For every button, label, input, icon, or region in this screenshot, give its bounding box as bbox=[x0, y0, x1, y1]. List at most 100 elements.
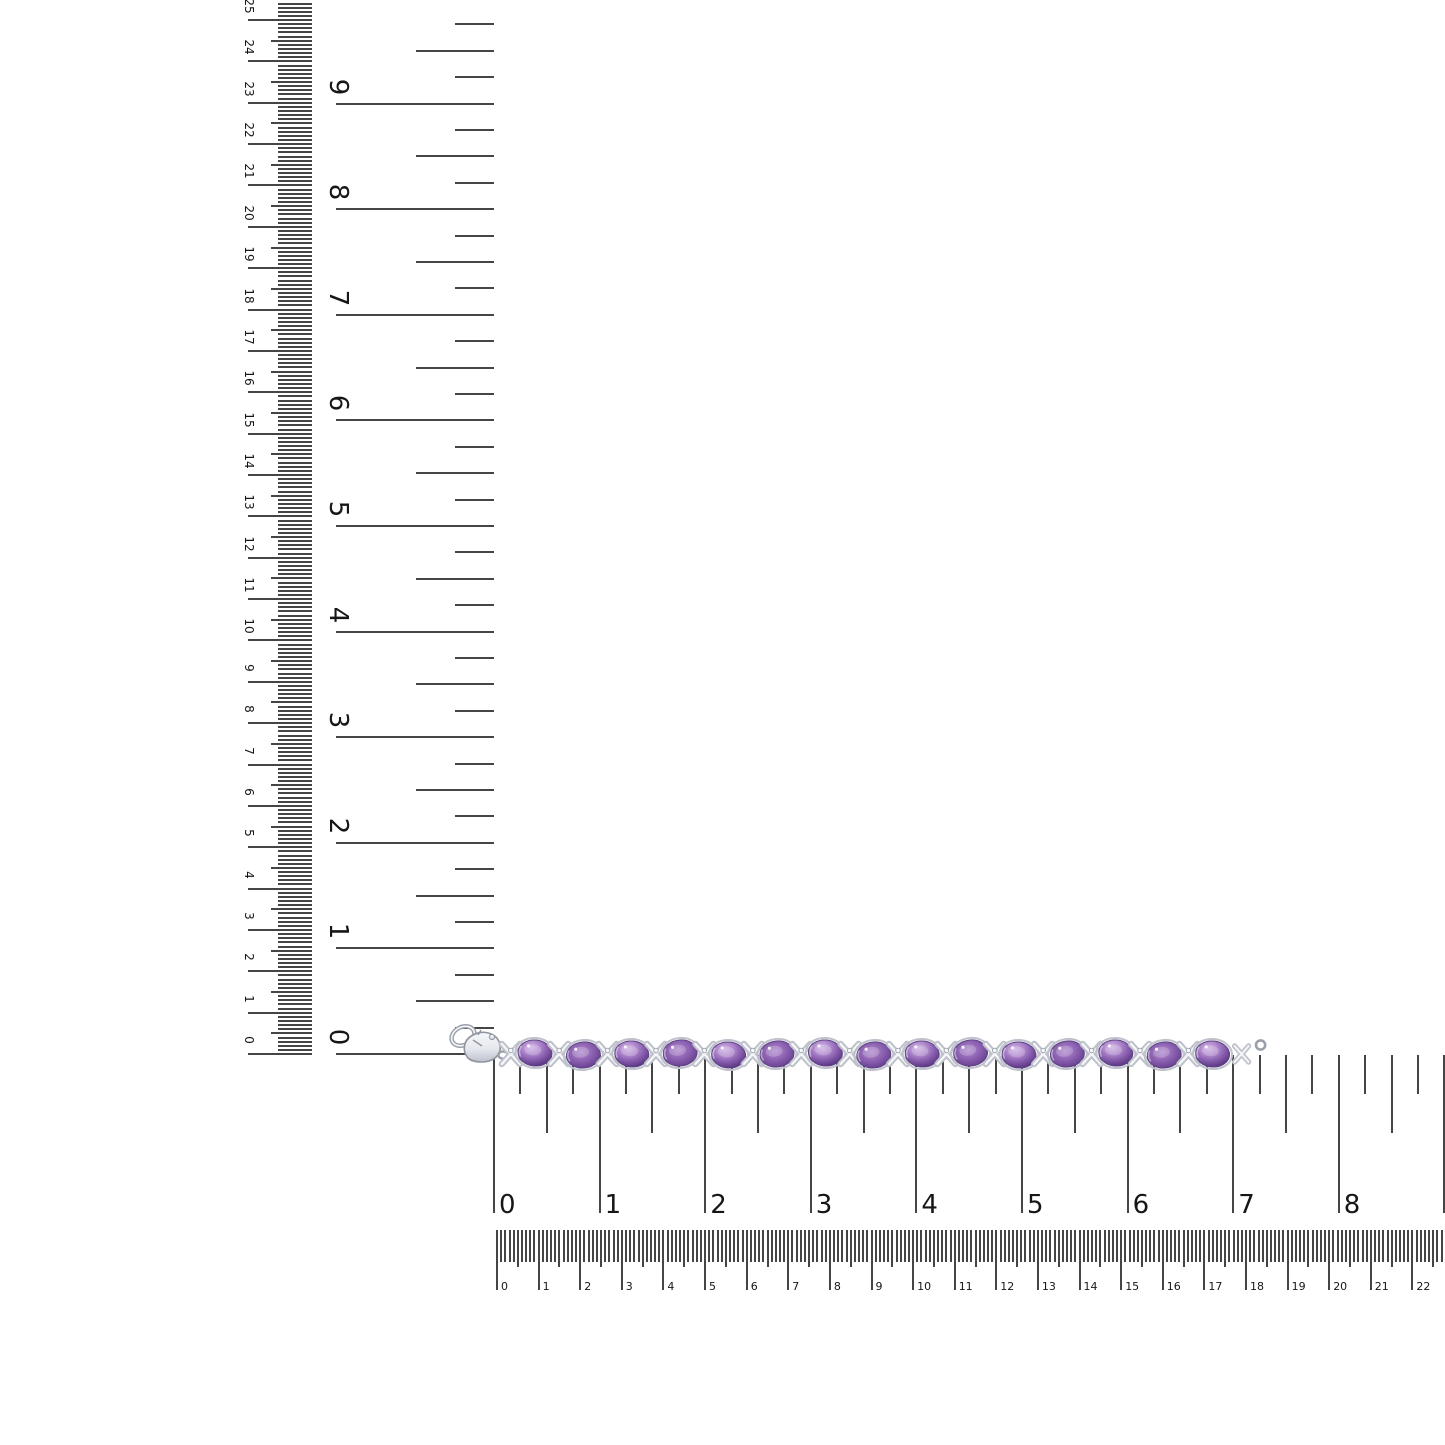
ruler-tick bbox=[1369, 1230, 1372, 1290]
ruler-tick bbox=[278, 523, 312, 526]
ruler-tick bbox=[836, 1055, 839, 1094]
ruler-tick bbox=[1126, 1055, 1129, 1213]
ruler-tick bbox=[278, 775, 312, 778]
ruler-tick bbox=[278, 10, 312, 13]
ruler-tick bbox=[841, 1230, 844, 1262]
ruler-tick bbox=[525, 1230, 528, 1262]
ruler-tick bbox=[455, 393, 494, 395]
ruler-tick bbox=[862, 1230, 865, 1262]
ruler-tick bbox=[521, 1230, 523, 1262]
ruler-tick bbox=[278, 982, 312, 985]
ruler-tick bbox=[278, 482, 312, 485]
ruler-tick bbox=[278, 126, 312, 129]
ruler-tick bbox=[1073, 1055, 1076, 1133]
ruler-tick bbox=[1170, 1230, 1173, 1262]
ruler-tick bbox=[278, 258, 312, 261]
ruler-tick bbox=[248, 1053, 312, 1055]
ruler-tick bbox=[455, 129, 494, 131]
ruler-tick bbox=[1111, 1230, 1114, 1262]
ruler-tick bbox=[278, 821, 312, 824]
ruler-tick bbox=[278, 817, 312, 820]
ruler-tick bbox=[995, 1230, 998, 1290]
ruler-tick bbox=[658, 1230, 661, 1262]
ruler-tick bbox=[991, 1230, 994, 1262]
ruler-tick bbox=[278, 937, 312, 940]
ruler-tick bbox=[1311, 1230, 1314, 1262]
ruler-tick bbox=[670, 1230, 673, 1262]
ruler-tick bbox=[278, 697, 312, 700]
ruler-tick bbox=[566, 1230, 569, 1262]
ruler-tick bbox=[970, 1230, 973, 1262]
ruler-tick bbox=[508, 1230, 511, 1262]
ruler-tick bbox=[278, 1040, 312, 1043]
ruler-tick bbox=[278, 416, 312, 419]
ruler-tick bbox=[625, 1055, 627, 1094]
ruler-number: 21 bbox=[1374, 1280, 1389, 1293]
ruler-tick bbox=[278, 105, 312, 108]
ruler-tick bbox=[278, 589, 312, 592]
ruler-tick bbox=[278, 933, 312, 936]
ruler-tick bbox=[1186, 1230, 1189, 1262]
ruler-tick bbox=[745, 1230, 748, 1290]
ruler-tick bbox=[754, 1230, 756, 1262]
ruler-tick bbox=[278, 76, 312, 79]
ruler-tick bbox=[278, 490, 312, 493]
ruler-tick bbox=[858, 1230, 860, 1262]
ruler-tick bbox=[278, 424, 312, 427]
ruler-tick bbox=[1285, 1055, 1287, 1133]
ruler-tick bbox=[1265, 1230, 1268, 1267]
ruler-number: 11 bbox=[958, 1280, 973, 1293]
ruler-tick bbox=[687, 1230, 690, 1262]
ruler-tick bbox=[541, 1230, 544, 1262]
ruler-tick bbox=[1157, 1230, 1160, 1262]
ruler-tick bbox=[278, 325, 312, 328]
ruler-tick bbox=[1261, 1230, 1264, 1262]
ruler-tick bbox=[516, 1230, 519, 1267]
ruler-tick bbox=[1061, 1230, 1064, 1262]
ruler-tick bbox=[336, 313, 494, 316]
ruler-tick bbox=[271, 287, 312, 290]
ruler-tick bbox=[1016, 1230, 1019, 1267]
ruler-tick bbox=[278, 531, 312, 534]
ruler-tick bbox=[820, 1230, 823, 1262]
ruler-tick bbox=[278, 167, 312, 170]
ruler-tick bbox=[770, 1230, 773, 1262]
ruler-tick bbox=[654, 1230, 657, 1262]
ruler-tick bbox=[1149, 1230, 1152, 1262]
ruler-tick bbox=[608, 1230, 611, 1262]
ruler-tick bbox=[1153, 1055, 1155, 1094]
ruler-tick bbox=[271, 370, 312, 373]
ruler-tick bbox=[278, 271, 312, 274]
ruler-tick bbox=[953, 1230, 956, 1290]
ruler-tick bbox=[1179, 1055, 1182, 1133]
ruler-tick bbox=[278, 378, 312, 381]
ruler-tick bbox=[1028, 1230, 1031, 1262]
ruler-tick bbox=[278, 213, 312, 216]
ruler-tick bbox=[278, 895, 312, 898]
ruler-tick bbox=[278, 664, 312, 667]
ruler-tick bbox=[957, 1230, 960, 1262]
lobster-clasp bbox=[449, 1024, 509, 1063]
ruler-tick bbox=[278, 842, 312, 845]
ruler-tick bbox=[889, 1055, 891, 1094]
ruler-tick bbox=[248, 846, 312, 849]
ruler-tick bbox=[278, 486, 312, 489]
ruler-tick bbox=[278, 192, 312, 195]
ruler-tick bbox=[1124, 1230, 1127, 1262]
ruler-tick bbox=[455, 234, 494, 237]
ruler-tick bbox=[271, 39, 312, 42]
ruler-tick bbox=[455, 921, 494, 923]
ruler-tick bbox=[962, 1230, 964, 1262]
ruler-tick bbox=[679, 1230, 682, 1262]
ruler-tick bbox=[833, 1230, 835, 1262]
ruler-tick bbox=[1199, 1230, 1202, 1262]
ruler-tick bbox=[945, 1230, 948, 1262]
ruler-tick bbox=[1099, 1230, 1102, 1267]
ruler-tick bbox=[455, 551, 494, 554]
ruler-tick bbox=[278, 502, 312, 505]
ruler-tick bbox=[1103, 1230, 1106, 1262]
ruler-tick bbox=[809, 1055, 812, 1213]
ruler-tick bbox=[455, 1026, 494, 1029]
ruler-tick bbox=[278, 854, 312, 857]
